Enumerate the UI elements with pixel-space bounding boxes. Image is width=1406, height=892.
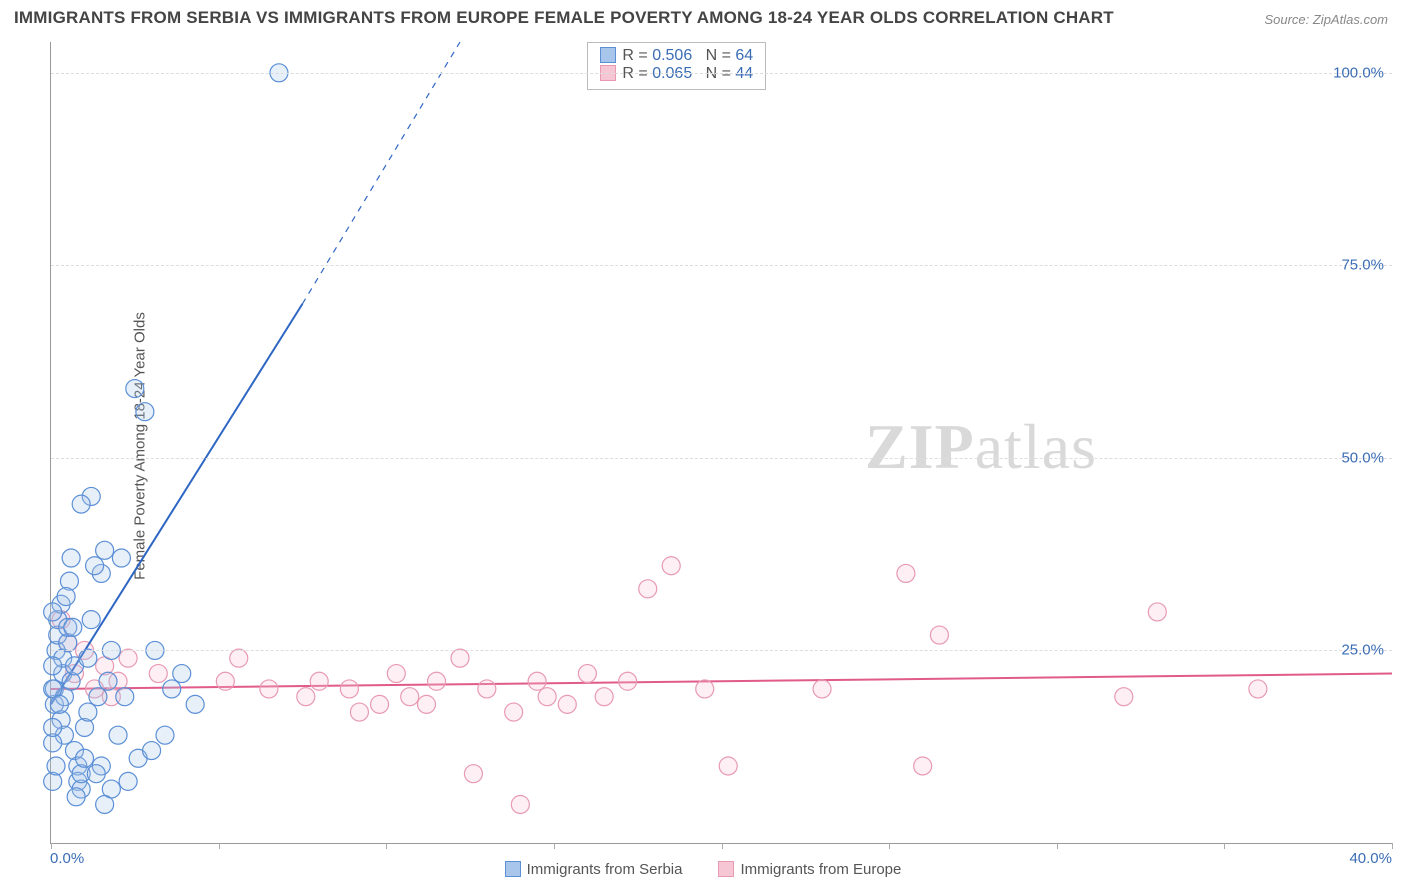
- stats-legend-row: R = 0.065 N = 44: [600, 65, 753, 83]
- x-tick-mark: [219, 843, 220, 849]
- x-tick-mark: [889, 843, 890, 849]
- series-legend: Immigrants from Serbia Immigrants from Eu…: [0, 861, 1406, 878]
- x-tick-mark: [554, 843, 555, 849]
- legend-item: Immigrants from Europe: [718, 861, 901, 878]
- x-tick-mark: [51, 843, 52, 849]
- x-tick-mark: [1057, 843, 1058, 849]
- y-tick-label: 25.0%: [1341, 642, 1384, 659]
- y-tick-label: 50.0%: [1341, 449, 1384, 466]
- chart-title: IMMIGRANTS FROM SERBIA VS IMMIGRANTS FRO…: [14, 8, 1114, 28]
- y-tick-label: 75.0%: [1341, 257, 1384, 274]
- x-tick-mark: [1392, 843, 1393, 849]
- gridline: [51, 265, 1392, 266]
- x-tick-mark: [386, 843, 387, 849]
- x-tick-mark: [722, 843, 723, 849]
- stats-legend-row: R = 0.506 N = 64: [600, 47, 753, 65]
- legend-item: Immigrants from Serbia: [505, 861, 683, 878]
- x-tick-mark: [1224, 843, 1225, 849]
- stats-legend: R = 0.506 N = 64R = 0.065 N = 44: [587, 42, 766, 90]
- y-tick-label: 100.0%: [1333, 64, 1384, 81]
- gridline: [51, 73, 1392, 74]
- plot-area: ZIPatlas R = 0.506 N = 64R = 0.065 N = 4…: [50, 42, 1392, 844]
- gridline: [51, 458, 1392, 459]
- gridline: [51, 650, 1392, 651]
- chart-svg: [51, 42, 1392, 843]
- source-credit: Source: ZipAtlas.com: [1264, 12, 1388, 27]
